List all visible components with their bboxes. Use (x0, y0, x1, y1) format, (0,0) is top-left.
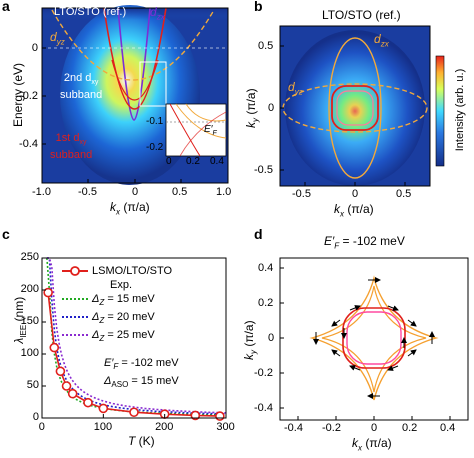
iee-length-chart (41, 257, 227, 421)
inset-ytick: -0.2 (146, 142, 164, 153)
fit-line-1 (46, 257, 227, 416)
inset-ytick: -0.1 (146, 116, 164, 127)
exp-point (83, 397, 93, 408)
exp-point (55, 366, 66, 377)
panel-b-title: LTO/STO (ref.) (322, 8, 401, 22)
panel-d: d E′F = -102 meV (240, 226, 474, 453)
exp-point (67, 388, 78, 399)
c-xtick: 200 (155, 421, 174, 433)
c-ytick: 100 (20, 347, 39, 359)
a-xtick: 0 (132, 186, 139, 198)
b-ytick: -0.5 (254, 164, 273, 176)
d-xlabel: kx (π/a) (352, 436, 392, 453)
inset-ef-label: E′F (204, 124, 217, 137)
c-xtick: 100 (93, 421, 113, 433)
a-xtick: -0.5 (78, 186, 97, 198)
inset-xtick: 0.4 (210, 156, 224, 167)
panel-label-b: b (254, 0, 263, 14)
panel-b: b LTO/STO (ref.) (240, 0, 474, 220)
exp-point (49, 342, 60, 353)
b-xtick: 0 (352, 188, 359, 200)
panel-a-title: LTO/STO (ref.) (54, 6, 127, 18)
inset-xtick: 0 (166, 156, 172, 167)
a-ytick: -0.2 (19, 90, 38, 102)
exp-point (98, 403, 109, 414)
panel-a: a (0, 0, 240, 220)
panel-label-c: c (2, 226, 10, 242)
a-xtick: -1.0 (32, 186, 51, 198)
ann-dyz-b: dyz (288, 80, 303, 97)
exp-point (61, 381, 72, 391)
c-ytick: 150 (20, 315, 39, 327)
legend-exp: LSMO/LTO/STO (62, 264, 172, 278)
a-ylabel: Energy (eV) (11, 62, 25, 128)
c-xtick: 0 (38, 421, 45, 433)
d-ytick: 0.2 (258, 297, 274, 309)
exp-point (215, 411, 225, 421)
d-xtick: 0.2 (402, 422, 418, 434)
legend-dz25: ΔZ = 25 meV (62, 329, 155, 344)
legend-exp-sub: Exp. (110, 279, 133, 291)
fermi-surface-map (279, 25, 445, 187)
d-xtick: -0.2 (322, 422, 341, 434)
d-xtick: 0 (371, 422, 378, 434)
ann-2nd-subband: 2nd dxy subband (60, 72, 103, 102)
c-legend: LSMO/LTO/STO Exp. ΔZ = 15 meV ΔZ = 20 me… (62, 264, 172, 347)
ann-dzx-a: dzx (150, 5, 165, 22)
a-xtick: 1.0 (216, 186, 232, 198)
a-xtick: 0.5 (172, 186, 188, 198)
exp-point (129, 407, 139, 418)
d-ytick: 0.4 (258, 262, 274, 274)
c-xtick: 300 (216, 421, 235, 433)
colorbar-label: Intensity (arb. u.) (454, 68, 466, 152)
arpes-band-plot (41, 5, 229, 185)
c-note: E′F = -102 meV ΔASO = 15 meV (104, 357, 179, 390)
c-xlabel: T (K) (128, 434, 155, 448)
a-ytick: 0 (31, 42, 38, 54)
inset-xtick: 0.2 (186, 156, 200, 167)
b-ylabel: ky (π/a) (243, 88, 261, 129)
c-ytick: 0 (32, 411, 39, 423)
b-xtick: -0.5 (292, 188, 311, 200)
c-ytick: 50 (26, 379, 39, 391)
panel-label-a: a (2, 0, 10, 14)
b-ytick: 0 (268, 102, 275, 114)
d-xtick: -0.4 (284, 422, 303, 434)
b-xlabel: kx (π/a) (334, 202, 374, 219)
ann-dyz-a: dyz (50, 30, 65, 47)
d-ytick: -0.4 (254, 402, 273, 414)
d-ytick: -0.2 (254, 367, 273, 379)
panel-c: c λIEE (nm) 250 200 150 100 50 0 0 100 200 300 T… (0, 226, 240, 453)
d-xtick: 0.4 (440, 422, 456, 434)
d-ylabel: ky (π/a) (241, 320, 259, 361)
d-ytick: 0 (268, 332, 275, 344)
legend-dz20: ΔZ = 20 meV (62, 311, 155, 326)
a-ytick: -0.4 (19, 138, 38, 150)
panel-label-d: d (254, 226, 263, 242)
b-ytick: 0.5 (258, 40, 274, 52)
c-ytick: 200 (20, 283, 39, 295)
ann-1st-subband: 1st dxy subband (50, 132, 93, 162)
c-ytick: 250 (20, 251, 39, 263)
b-xtick: 0.5 (396, 188, 412, 200)
legend-dz15: ΔZ = 15 meV (62, 293, 155, 308)
a-xlabel: kx (π/a) (110, 200, 150, 217)
exp-point (43, 287, 53, 298)
panel-d-title: E′F = -102 meV (324, 234, 405, 251)
spin-texture-plot (279, 257, 469, 421)
exp-point (190, 410, 201, 421)
ann-dzx-b: dzx (374, 32, 389, 49)
